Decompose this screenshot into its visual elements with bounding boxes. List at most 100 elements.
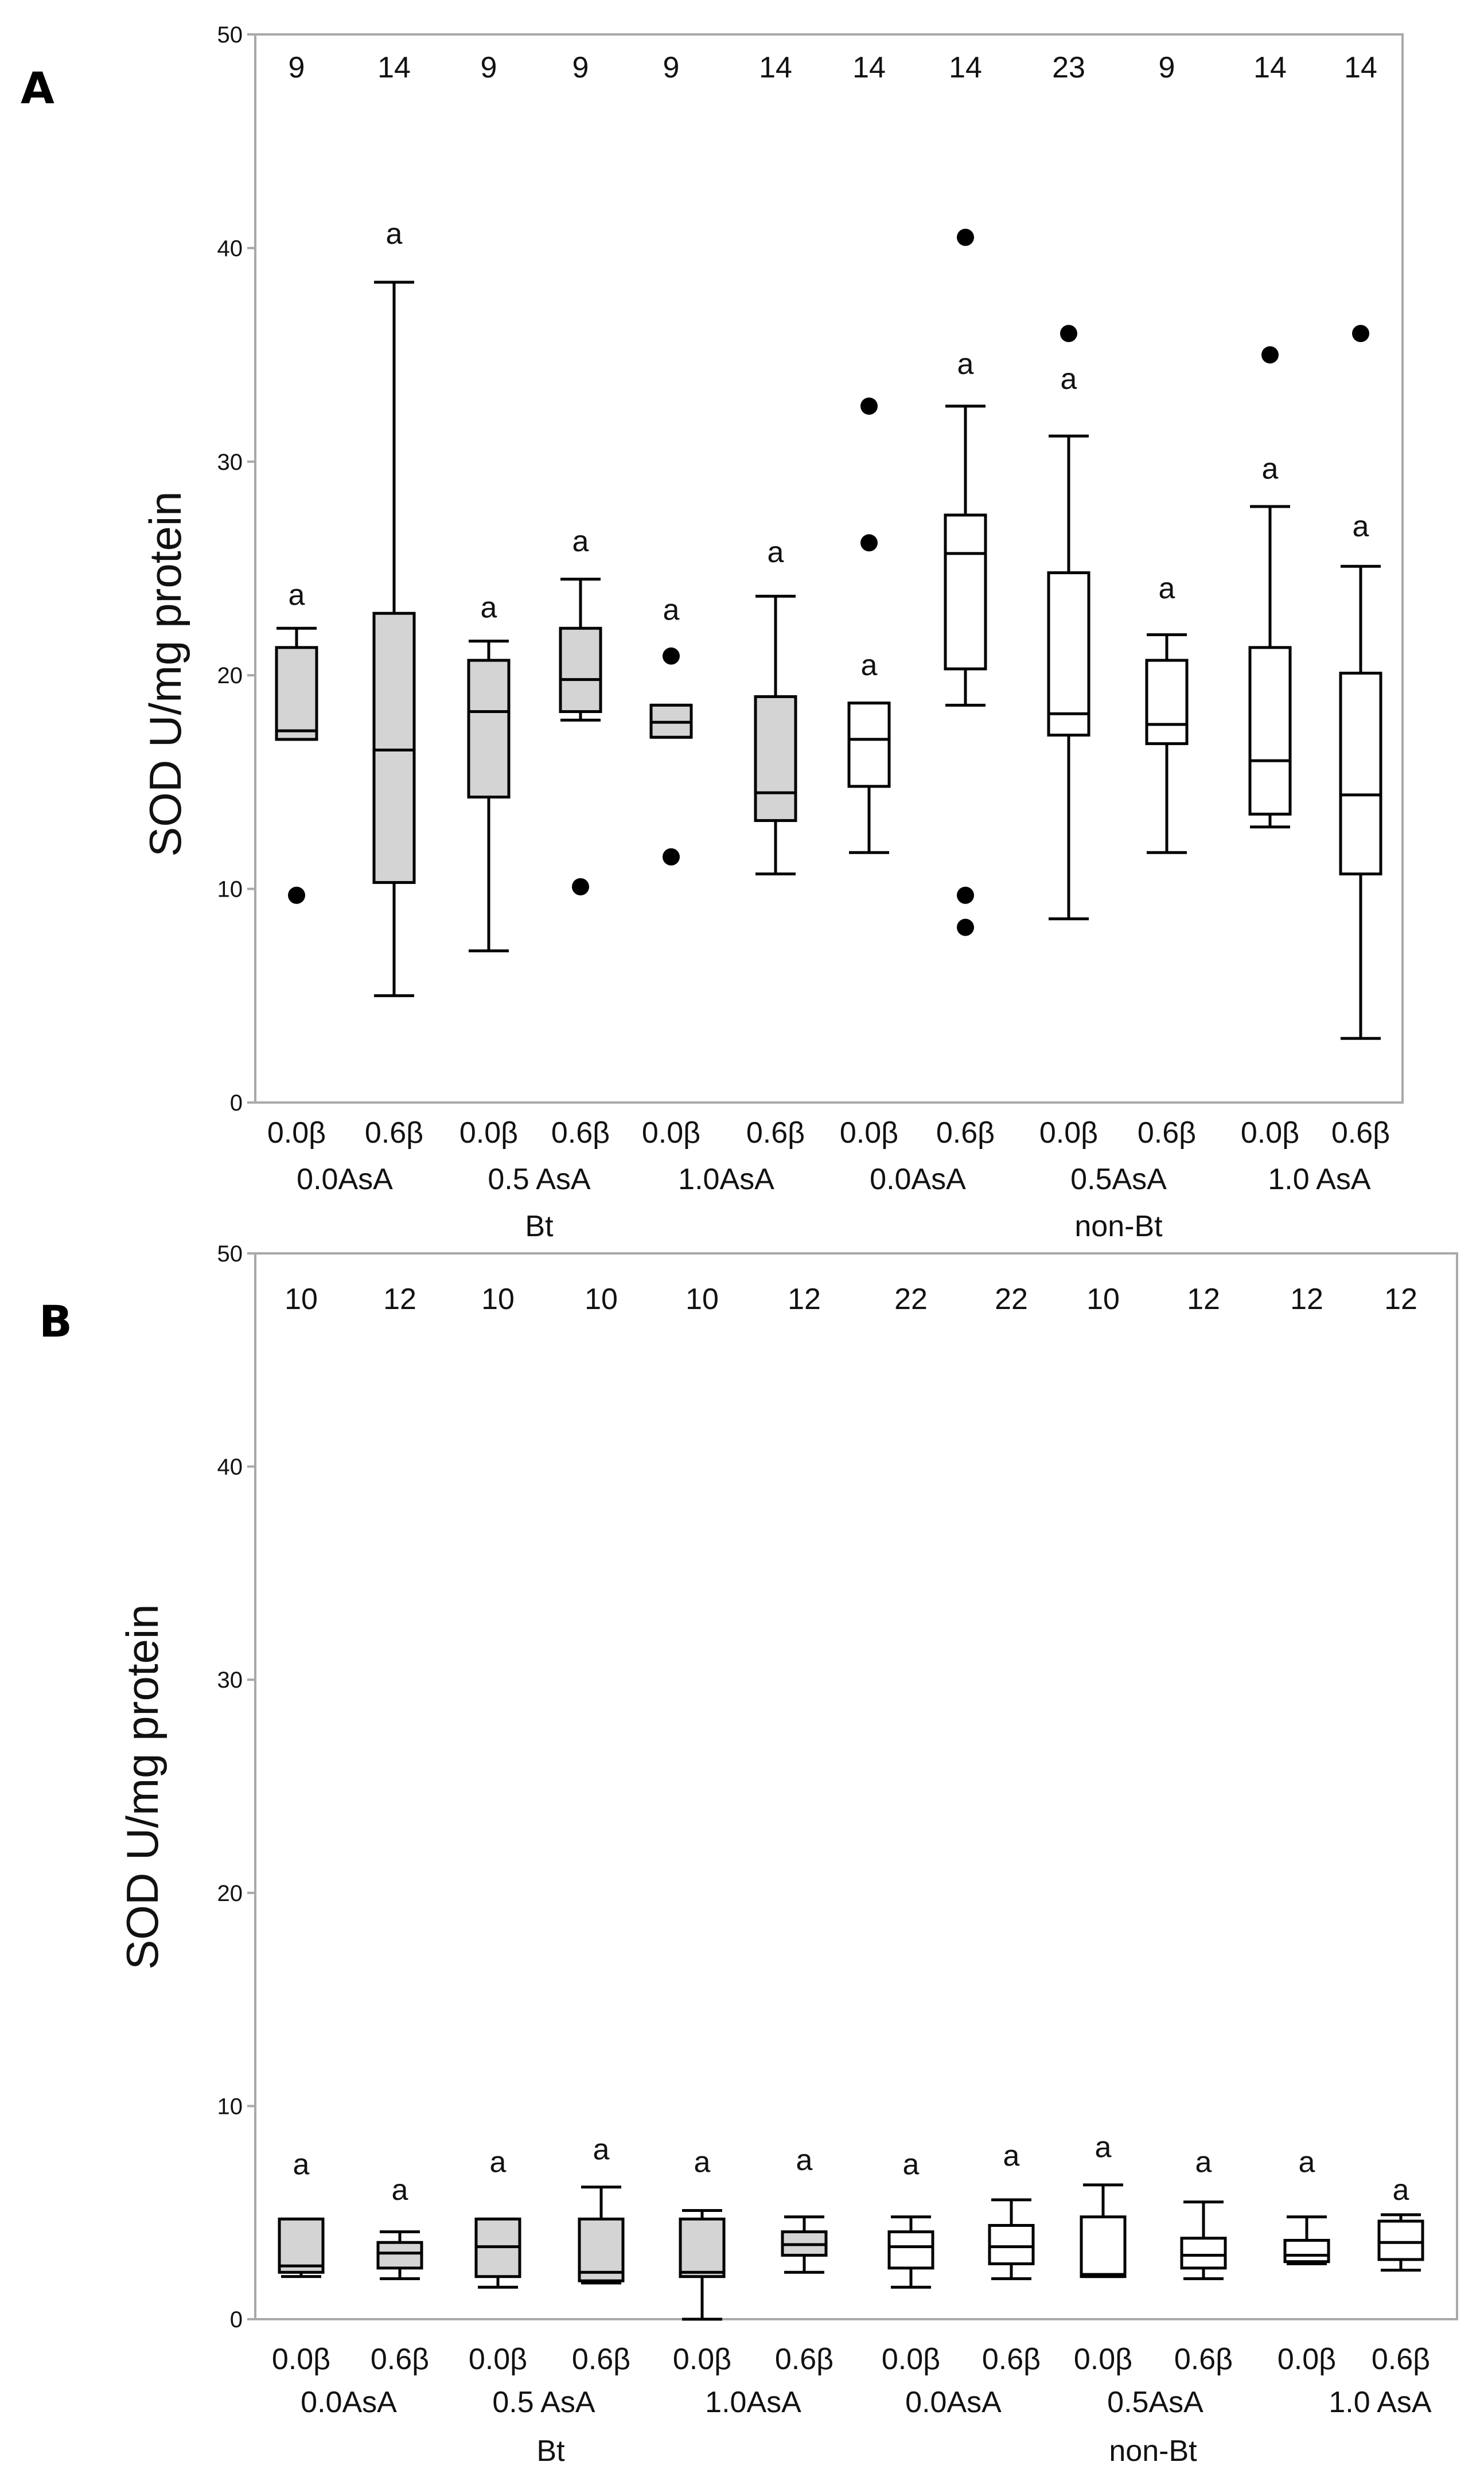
y-tick-label: 20 (217, 663, 243, 688)
boxplot-panel-a: 0 10 20 30 40 50 SOD U/mg protein a 9 0.0β a 14 0.6β… (140, 22, 1404, 1243)
significance-letter: a (289, 578, 305, 611)
category-label: 0.0β (1039, 1116, 1098, 1150)
sample-size-label: 10 (481, 1283, 515, 1316)
significance-letter: a (1299, 2146, 1315, 2179)
category-label: 0.0β (1277, 2343, 1336, 2376)
box-iqr (754, 695, 797, 822)
asa-level-label: 1.0AsA (678, 1163, 774, 1196)
significance-letter: a (386, 217, 403, 251)
crop-group-label: Bt (536, 2435, 565, 2468)
box-group (1377, 2213, 1424, 2272)
sample-size-label: 14 (377, 51, 411, 84)
box-group (1339, 325, 1382, 1040)
box-group (887, 2215, 934, 2289)
box-group (467, 640, 511, 953)
box-group (754, 594, 797, 876)
category-label: 0.0β (642, 1116, 700, 1150)
box-iqr (372, 611, 416, 884)
box-iqr (376, 2241, 423, 2270)
box-group (275, 626, 318, 904)
significance-letter: a (663, 593, 680, 626)
crop-group-label: Bt (525, 1210, 554, 1243)
plot-frame (254, 33, 1404, 1104)
outlier-point (663, 647, 680, 665)
sample-size-label: 10 (1086, 1283, 1120, 1316)
sample-size-label: 22 (894, 1283, 928, 1316)
asa-level-label: 0.0AsA (905, 2386, 1002, 2419)
panel-label-a: A (21, 63, 54, 114)
sample-size-label: 14 (1344, 51, 1377, 84)
significance-letter: a (572, 525, 589, 558)
sample-size-label: 23 (1052, 51, 1085, 84)
category-label: 0.0β (459, 1116, 518, 1150)
y-tick-label: 0 (230, 2307, 243, 2332)
sample-size-label: 14 (759, 51, 792, 84)
significance-letter: a (694, 2146, 711, 2179)
box-group (679, 2208, 726, 2321)
sample-size-label: 9 (289, 51, 305, 84)
category-label: 0.6β (775, 2343, 833, 2376)
sample-size-label: 9 (663, 51, 680, 84)
sample-size-label: 22 (995, 1283, 1028, 1316)
category-label: 0.0β (272, 2343, 330, 2376)
outlier-point (860, 397, 878, 415)
box-iqr (559, 626, 602, 714)
box-iqr (944, 513, 987, 671)
significance-letter: a (957, 348, 974, 381)
outlier-point (1352, 325, 1369, 342)
box-group (1248, 346, 1292, 829)
y-tick-label: 40 (217, 1455, 243, 1480)
sample-size-label: 14 (1253, 51, 1287, 84)
sample-size-label: 14 (852, 51, 886, 84)
category-label: 0.6β (1174, 2343, 1233, 2376)
significance-letter: a (1393, 2174, 1409, 2207)
sample-size-label: 10 (285, 1283, 318, 1316)
significance-letter: a (593, 2133, 610, 2166)
outlier-point (1261, 346, 1279, 364)
box-iqr (679, 2217, 726, 2278)
category-label: 0.6β (365, 1116, 423, 1150)
category-label: 0.6β (936, 1116, 995, 1150)
box-group (278, 2217, 325, 2278)
boxplot-panel-b: 0 10 20 30 40 50 SOD U/mg protein a 10 0.0β a 12 0.6… (117, 1241, 1458, 2468)
asa-level-label: 0.0AsA (297, 1163, 393, 1196)
sample-size-label: 12 (1290, 1283, 1323, 1316)
sample-size-label: 9 (1159, 51, 1175, 84)
category-label: 0.0β (1074, 2343, 1132, 2376)
box-group (847, 397, 891, 854)
significance-letter: a (903, 2148, 920, 2181)
significance-letter: a (481, 591, 497, 625)
outlier-point (663, 848, 680, 866)
outlier-point (860, 534, 878, 552)
significance-letter: a (1262, 453, 1279, 486)
significance-letter: a (1003, 2139, 1020, 2172)
box-iqr (847, 702, 891, 788)
sample-size-label: 10 (585, 1283, 618, 1316)
box-group (474, 2217, 521, 2289)
box-group (578, 2186, 625, 2285)
y-tick-label: 30 (217, 1668, 243, 1693)
significance-letter: a (1195, 2146, 1212, 2179)
sample-size-label: 9 (481, 51, 497, 84)
category-label: 0.6β (371, 2343, 429, 2376)
y-axis-label: SOD U/mg protein (140, 491, 190, 856)
outlier-point (957, 918, 974, 936)
y-tick-label: 10 (217, 2094, 243, 2119)
box-iqr (578, 2217, 625, 2282)
significance-letter: a (768, 536, 784, 569)
sample-size-label: 12 (1384, 1283, 1417, 1316)
outlier-point (1060, 325, 1077, 342)
y-tick-label: 10 (217, 877, 243, 902)
box-group (649, 647, 693, 866)
box-iqr (1145, 659, 1189, 745)
box-group (376, 2230, 423, 2280)
plot-frame (254, 1252, 1458, 2320)
asa-level-label: 0.5 AsA (488, 1163, 591, 1196)
box-group (944, 228, 987, 936)
sample-size-label: 12 (788, 1283, 821, 1316)
asa-level-label: 1.0 AsA (1329, 2386, 1432, 2419)
box-iqr (1339, 671, 1382, 876)
category-label: 0.0β (673, 2343, 731, 2376)
box-group (372, 281, 416, 998)
